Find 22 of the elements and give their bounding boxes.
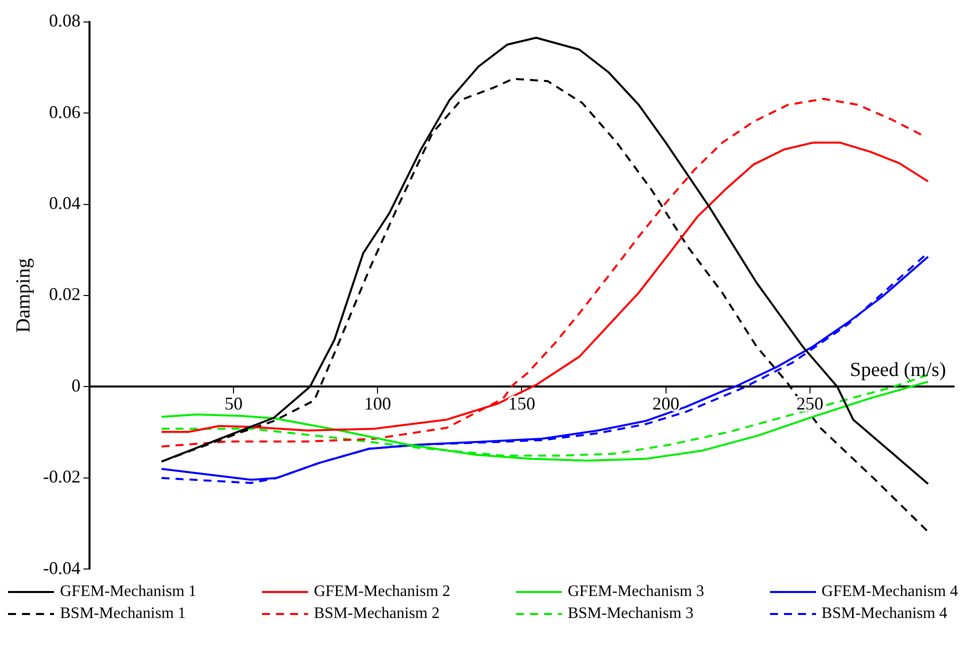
legend-label: GFEM-Mechanism 4 [822,583,958,601]
x-axis-title: Speed (m/s) [850,358,946,381]
y-tick-label: 0.02 [48,284,80,304]
legend-label: BSM-Mechanism 2 [314,605,440,623]
y-axis-title: Damping [12,258,34,333]
legend-label: GFEM-Mechanism 3 [568,583,704,601]
x-tick-label: 200 [652,393,680,414]
legend-label: BSM-Mechanism 4 [822,605,948,623]
y-tick-label: -0.04 [42,558,80,578]
legend-label: BSM-Mechanism 3 [568,605,694,623]
y-tick-label: 0 [71,375,80,396]
y-tick-label: 0.06 [48,102,80,122]
x-tick-label: 100 [364,393,392,414]
legend-label: BSM-Mechanism 1 [60,605,186,623]
x-tick-label: 50 [224,393,243,414]
x-tick-label: 150 [508,393,536,414]
legend-label: GFEM-Mechanism 2 [314,583,450,601]
y-tick-label: 0.04 [48,193,80,213]
y-tick-label: 0.08 [48,10,80,31]
y-tick-label: -0.02 [42,466,80,487]
x-tick-label: 250 [796,393,824,414]
legend-label: GFEM-Mechanism 1 [60,583,196,601]
